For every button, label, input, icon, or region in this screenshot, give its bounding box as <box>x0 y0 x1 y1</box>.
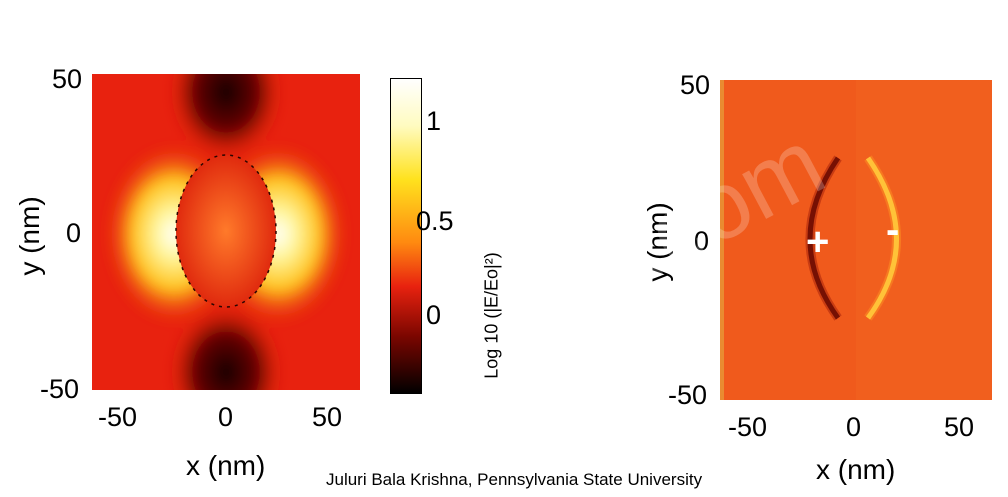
positive-charge-arc <box>807 156 841 320</box>
right-x-axis-label: x (nm) <box>816 454 896 485</box>
negative-charge-arc <box>865 156 899 320</box>
left-x-axis-label: x (nm) <box>186 450 266 481</box>
colorbar <box>390 78 422 394</box>
colorbar-tick-0-5: 0.5 <box>416 206 454 236</box>
colorbar-tick-0: 0 <box>426 300 442 330</box>
left-y-tick-top: 50 <box>52 64 83 94</box>
left-x-tick-left: -50 <box>98 402 138 432</box>
right-x-tick-left: -50 <box>728 412 768 442</box>
image-credit: Juluri Bala Krishna, Pennsylvania State … <box>326 470 703 489</box>
right-y-tick-top: 50 <box>680 70 711 100</box>
colorbar-label: Log 10 (|E/Eo|²) <box>481 252 502 379</box>
minus-sign: - <box>886 208 900 252</box>
right-y-tick-bottom: -50 <box>668 380 708 410</box>
particle-interior <box>176 155 276 307</box>
right-x-tick-mid: 0 <box>846 412 862 442</box>
left-x-tick-right: 50 <box>312 402 343 432</box>
right-charge-map <box>720 80 992 400</box>
right-x-tick-right: 50 <box>944 412 975 442</box>
left-y-tick-mid: 0 <box>66 218 82 248</box>
left-y-tick-bottom: -50 <box>40 374 80 404</box>
colorbar-tick-1: 1 <box>426 106 442 136</box>
particle-boundary <box>175 154 277 308</box>
bottom-dark-lobe <box>168 302 284 390</box>
plus-sign: + <box>806 220 830 264</box>
right-y-axis-label: y (nm) <box>642 202 673 282</box>
left-field-map <box>92 74 360 390</box>
left-x-tick-mid: 0 <box>218 402 234 432</box>
top-dark-lobe <box>168 74 284 162</box>
left-y-axis-label: y (nm) <box>14 196 45 276</box>
right-y-tick-mid: 0 <box>694 226 710 256</box>
